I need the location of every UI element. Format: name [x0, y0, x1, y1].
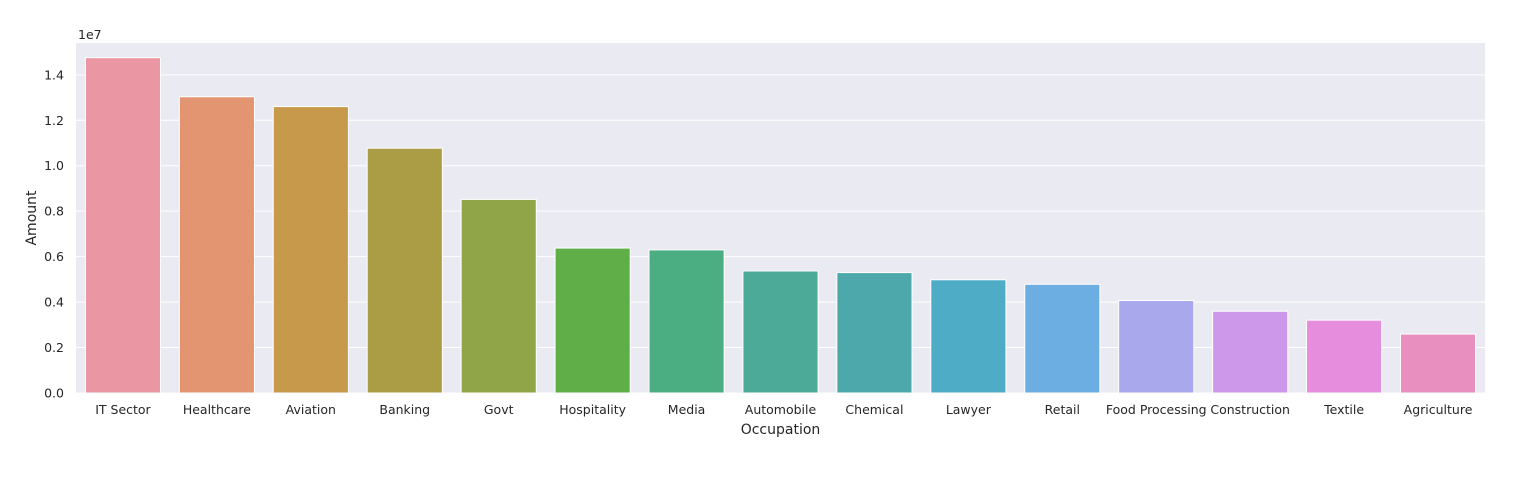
x-tick-label: Govt	[484, 402, 514, 417]
y-tick-label: 0.4	[44, 295, 64, 310]
bars	[84, 57, 1477, 394]
bar-lawyer	[930, 279, 1007, 394]
y-tick-label: 0.2	[44, 340, 64, 355]
x-tick-label: Banking	[379, 402, 430, 417]
x-tick-label: Agriculture	[1404, 402, 1473, 417]
bar-it-sector	[84, 57, 162, 394]
y-axis-ticks: 0.0 0.2 0.4 0.6 0.8 1.0 1.2 1.4	[44, 67, 64, 400]
x-tick-label: Lawyer	[946, 402, 992, 417]
x-tick-label: Media	[668, 402, 706, 417]
bar-govt	[460, 198, 537, 394]
x-tick-label: Construction	[1210, 402, 1290, 417]
x-tick-label: IT Sector	[95, 402, 151, 417]
y-tick-label: 0.0	[44, 386, 64, 401]
y-tick-label: 1.4	[44, 67, 64, 82]
y-axis-label: Amount	[24, 190, 40, 246]
x-tick-label: Automobile	[745, 402, 817, 417]
x-tick-label: Healthcare	[183, 402, 251, 417]
bar-aviation	[272, 106, 349, 394]
bar-banking	[366, 147, 443, 394]
bar-media	[648, 249, 725, 394]
x-tick-label: Textile	[1323, 402, 1364, 417]
bar-construction	[1212, 310, 1289, 394]
y-tick-label: 1.0	[44, 158, 64, 173]
bar-automobile	[742, 270, 819, 394]
x-axis-label: Occupation	[741, 422, 821, 438]
bar-agriculture	[1399, 333, 1477, 394]
x-tick-label: Chemical	[845, 402, 903, 417]
x-tick-label: Hospitality	[559, 402, 626, 417]
bar-healthcare	[178, 96, 255, 394]
x-axis-ticks: IT Sector Healthcare Aviation Banking Govt Ho…	[95, 402, 1472, 417]
x-tick-label: Retail	[1045, 402, 1080, 417]
x-tick-label: Aviation	[286, 402, 336, 417]
y-tick-label: 0.6	[44, 249, 64, 264]
bar-retail	[1024, 283, 1101, 394]
x-tick-label: Food Processing	[1106, 402, 1207, 417]
bar-chemical	[836, 272, 913, 394]
y-tick-label: 0.8	[44, 204, 64, 219]
bar-hospitality	[554, 247, 631, 394]
bar-food-processing	[1118, 299, 1195, 394]
y-offset-label: 1e7	[78, 27, 102, 42]
y-tick-label: 1.2	[44, 113, 64, 128]
bar-textile	[1306, 319, 1383, 394]
